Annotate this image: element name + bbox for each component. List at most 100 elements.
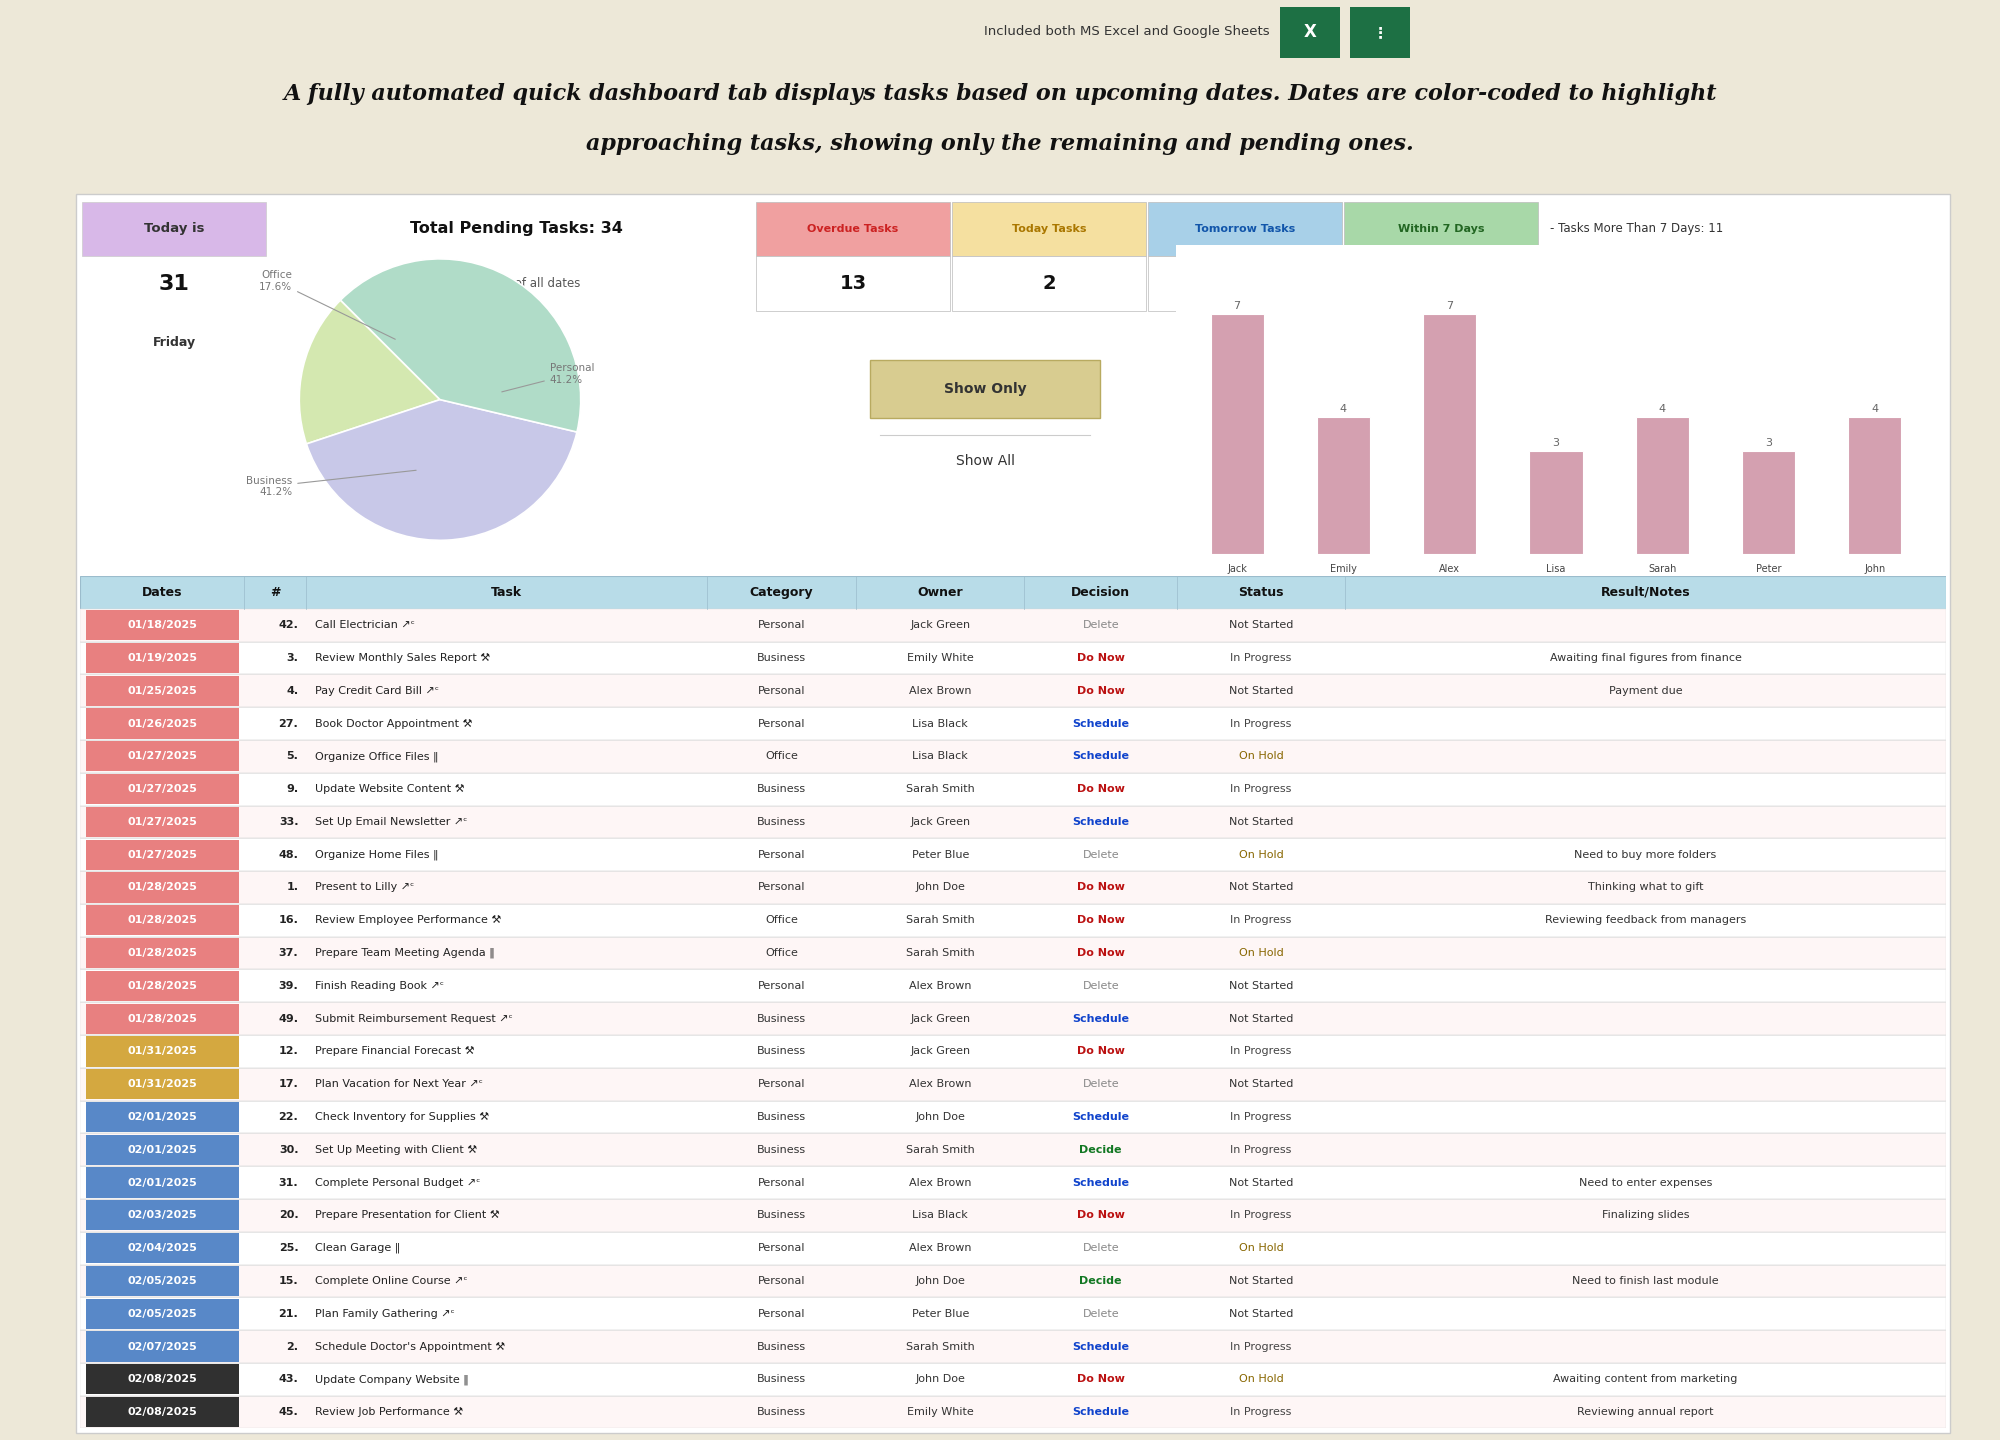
Text: 4: 4 [1872, 405, 1878, 415]
Text: 9.: 9. [286, 785, 298, 793]
Text: 13: 13 [840, 274, 866, 294]
Text: Plan Vacation for Next Year ↗ᶜ: Plan Vacation for Next Year ↗ᶜ [316, 1079, 482, 1089]
Text: John Doe: John Doe [916, 1276, 966, 1286]
Bar [80, 805, 1946, 838]
Text: Task: Task [490, 586, 522, 599]
Text: Schedule Doctor's Appointment ⚒: Schedule Doctor's Appointment ⚒ [316, 1342, 506, 1352]
Bar [86, 1135, 238, 1165]
Text: Overdue Tasks: Overdue Tasks [808, 225, 898, 233]
Text: 48.: 48. [278, 850, 298, 860]
Text: Owner: Owner [918, 586, 964, 599]
Text: Sarah Smith: Sarah Smith [906, 916, 974, 926]
Text: Not Started: Not Started [1228, 1276, 1294, 1286]
Text: 01/31/2025: 01/31/2025 [128, 1079, 196, 1089]
Text: 45.: 45. [278, 1407, 298, 1417]
Text: 3: 3 [1238, 274, 1252, 294]
Text: Prepare Financial Forecast ⚒: Prepare Financial Forecast ⚒ [316, 1047, 474, 1057]
Text: 21.: 21. [278, 1309, 298, 1319]
Text: 02/04/2025: 02/04/2025 [128, 1243, 198, 1253]
Text: Personal: Personal [758, 1243, 806, 1253]
Text: Plan Family Gathering ↗ᶜ: Plan Family Gathering ↗ᶜ [316, 1309, 454, 1319]
Bar [80, 1166, 1946, 1200]
Text: Lisa Black: Lisa Black [912, 752, 968, 762]
Text: In Progress: In Progress [1230, 916, 1292, 926]
Text: Check Inventory for Supplies ⚒: Check Inventory for Supplies ⚒ [316, 1112, 490, 1122]
Bar [86, 840, 238, 870]
Bar [80, 838, 1946, 871]
Text: 17.: 17. [278, 1079, 298, 1089]
Text: 4.: 4. [286, 685, 298, 696]
Bar [1848, 416, 1902, 554]
Text: 16.: 16. [278, 916, 298, 926]
Text: Alex Brown: Alex Brown [908, 1243, 972, 1253]
Bar [86, 1037, 238, 1067]
Text: Schedule: Schedule [1072, 816, 1130, 827]
Bar [80, 1133, 1946, 1166]
Bar [80, 1264, 1946, 1297]
Text: Friday: Friday [152, 336, 196, 350]
Bar [80, 609, 1946, 642]
Text: 3: 3 [1766, 438, 1772, 448]
Text: Personal: Personal [758, 883, 806, 893]
Text: Business
41.2%: Business 41.2% [246, 471, 416, 497]
Text: 2.: 2. [286, 1342, 298, 1352]
Text: Within 7 Days: Within 7 Days [1398, 225, 1484, 233]
Text: Lisa Black: Lisa Black [912, 719, 968, 729]
Text: Payment due: Payment due [1608, 685, 1682, 696]
Text: 01/19/2025: 01/19/2025 [128, 652, 198, 662]
Text: 01/25/2025: 01/25/2025 [128, 685, 196, 696]
Text: Decide: Decide [1080, 1145, 1122, 1155]
Text: Submit Reimbursement Request ↗ᶜ: Submit Reimbursement Request ↗ᶜ [316, 1014, 512, 1024]
Bar [80, 1200, 1946, 1231]
Bar [1316, 416, 1370, 554]
Text: John Doe: John Doe [916, 1374, 966, 1384]
Bar [1742, 451, 1796, 554]
Text: Alex Brown: Alex Brown [908, 685, 972, 696]
Text: 01/27/2025: 01/27/2025 [128, 850, 198, 860]
Bar [86, 971, 238, 1001]
Text: 02/05/2025: 02/05/2025 [128, 1276, 196, 1286]
Bar [86, 775, 238, 804]
Text: Present to Lilly ↗ᶜ: Present to Lilly ↗ᶜ [316, 883, 414, 893]
Text: 02/01/2025: 02/01/2025 [128, 1145, 196, 1155]
Text: Office: Office [766, 752, 798, 762]
Text: On Hold: On Hold [1238, 850, 1284, 860]
Text: Personal: Personal [758, 1178, 806, 1188]
Text: Book Doctor Appointment ⚒: Book Doctor Appointment ⚒ [316, 719, 472, 729]
Text: Need to finish last module: Need to finish last module [1572, 1276, 1718, 1286]
Text: Update Company Website ‖: Update Company Website ‖ [316, 1374, 468, 1384]
Text: Schedule: Schedule [1072, 1014, 1130, 1024]
Text: Delete: Delete [1082, 1243, 1120, 1253]
Bar [1148, 202, 1342, 256]
Text: Need to buy more folders: Need to buy more folders [1574, 850, 1716, 860]
Text: 01/28/2025: 01/28/2025 [128, 1014, 198, 1024]
Text: Result/Notes: Result/Notes [1600, 586, 1690, 599]
Text: Personal: Personal [758, 621, 806, 631]
Text: Total Pending Tasks: 34: Total Pending Tasks: 34 [410, 222, 622, 236]
Text: Not Started: Not Started [1228, 816, 1294, 827]
Bar [80, 642, 1946, 674]
Bar [80, 1297, 1946, 1331]
Text: 27.: 27. [278, 719, 298, 729]
Text: Delete: Delete [1082, 1309, 1120, 1319]
Text: 39.: 39. [278, 981, 298, 991]
Wedge shape [340, 259, 580, 432]
Text: 31.: 31. [278, 1178, 298, 1188]
Text: Show All: Show All [956, 454, 1014, 468]
Bar [1210, 314, 1264, 554]
Text: Pay Credit Card Bill ↗ᶜ: Pay Credit Card Bill ↗ᶜ [316, 685, 440, 696]
Text: approaching tasks, showing only the remaining and pending ones.: approaching tasks, showing only the rema… [586, 132, 1414, 156]
Bar [756, 256, 950, 311]
Bar [80, 740, 1946, 773]
Text: 1.: 1. [286, 883, 298, 893]
Text: 01/28/2025: 01/28/2025 [128, 981, 198, 991]
Text: 01/27/2025: 01/27/2025 [128, 816, 198, 827]
Text: Awaiting content from marketing: Awaiting content from marketing [1554, 1374, 1738, 1384]
Text: Personal
41.2%: Personal 41.2% [502, 363, 594, 392]
Text: 01/28/2025: 01/28/2025 [128, 916, 198, 926]
Text: Business: Business [758, 816, 806, 827]
Text: 01/31/2025: 01/31/2025 [128, 1047, 196, 1057]
Text: #: # [270, 586, 280, 599]
Bar [86, 708, 238, 739]
Text: 02/01/2025: 02/01/2025 [128, 1112, 196, 1122]
